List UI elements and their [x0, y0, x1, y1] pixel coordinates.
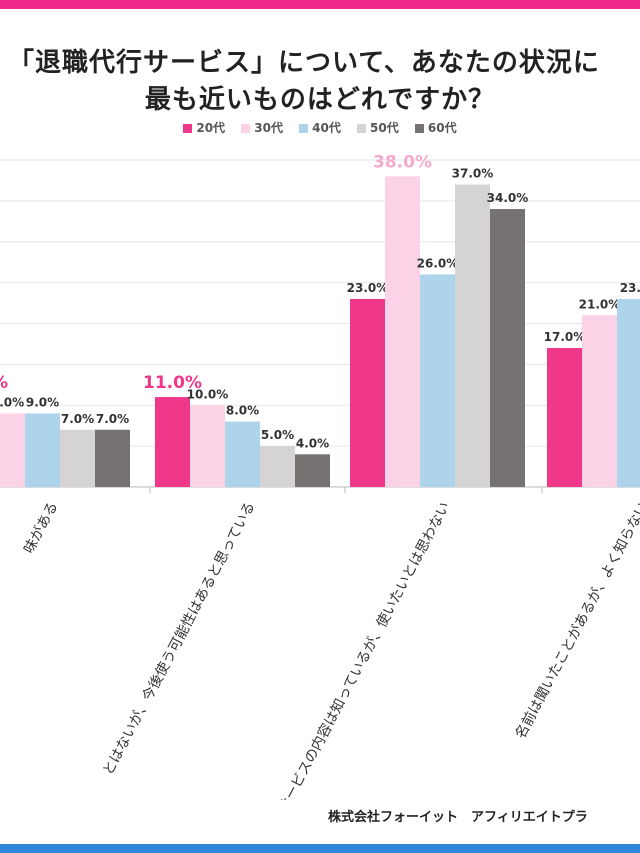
- legend-label-20s: 20代: [196, 121, 226, 135]
- data-label: 34.0%: [487, 191, 529, 205]
- bar: [385, 176, 420, 487]
- bar: [190, 405, 225, 487]
- bar: [95, 429, 130, 487]
- category-label: サービスの内容は知っているが、使いたいとは思わない: [275, 499, 454, 800]
- data-label: 26.0%: [417, 256, 459, 270]
- category-label: 名前は聞いたことがあるが、よく知らない: [512, 499, 640, 742]
- chart-legend: 20代 30代 40代 50代 60代: [0, 119, 640, 136]
- bar: [295, 454, 330, 487]
- bar: [582, 315, 617, 487]
- legend-label-30s: 30代: [254, 121, 283, 135]
- chart-title-line1: 「退職代行サービス」について、あなたの状況に: [8, 48, 600, 78]
- legend-item-60s: 60代: [414, 119, 457, 136]
- data-label: 38.0%: [373, 152, 432, 172]
- bar: [617, 298, 640, 487]
- data-label: 21.0%: [579, 297, 621, 311]
- bottom-accent-bar: [0, 844, 640, 853]
- data-label: 7.0%: [61, 412, 94, 426]
- legend-swatch-40s: [299, 124, 309, 133]
- legend-item-20s: 20代: [183, 119, 225, 136]
- footer-credit: 株式会社フォーイット アフィリエイトプラ: [328, 810, 588, 825]
- legend-item-40s: 40代: [299, 119, 341, 136]
- data-label: 37.0%: [452, 167, 494, 181]
- data-label: 8.0%: [226, 404, 259, 418]
- data-label: 23.0: [620, 281, 640, 295]
- bar: [155, 397, 190, 487]
- data-label: 11.0%: [143, 373, 202, 393]
- bar: [490, 209, 525, 488]
- bar: [60, 429, 95, 487]
- bar: [0, 413, 25, 487]
- data-label: %: [0, 373, 8, 393]
- data-label: 9.0%: [0, 395, 24, 409]
- data-label: 10.0%: [187, 387, 229, 401]
- legend-swatch-20s: [183, 124, 193, 133]
- bar-chart: % 11.0% 23.0% 17.0% 9.0% 10.0% 38.0% 21.0% 9.0% 8…: [0, 152, 640, 800]
- legend-swatch-50s: [357, 124, 367, 133]
- legend-swatch-60s: [414, 124, 424, 133]
- bar: [455, 184, 490, 487]
- chart-title-line2: 最も近いものはどれですか？: [144, 85, 496, 115]
- legend-swatch-30s: [241, 124, 251, 133]
- data-label: 5.0%: [261, 428, 294, 442]
- data-label: 17.0%: [544, 330, 586, 344]
- data-label: 23.0%: [347, 281, 389, 295]
- bar: [260, 446, 295, 487]
- data-label: 9.0%: [26, 395, 59, 409]
- data-label: 4.0%: [296, 436, 329, 450]
- top-accent-bar: [0, 0, 640, 9]
- bar: [350, 298, 385, 487]
- legend-label-50s: 50代: [370, 121, 399, 135]
- legend-label-60s: 60代: [427, 121, 457, 135]
- bar: [225, 421, 260, 487]
- category-label: 味がある: [21, 499, 61, 556]
- bar: [547, 348, 582, 487]
- legend-item-50s: 50代: [357, 119, 399, 136]
- category-label: とはないが、今後使う可能性はあると思っている: [99, 499, 258, 778]
- bar: [25, 413, 60, 487]
- bar: [420, 274, 455, 487]
- legend-label-40s: 40代: [312, 121, 341, 135]
- legend-item-30s: 30代: [241, 119, 283, 136]
- data-label: 7.0%: [96, 412, 129, 426]
